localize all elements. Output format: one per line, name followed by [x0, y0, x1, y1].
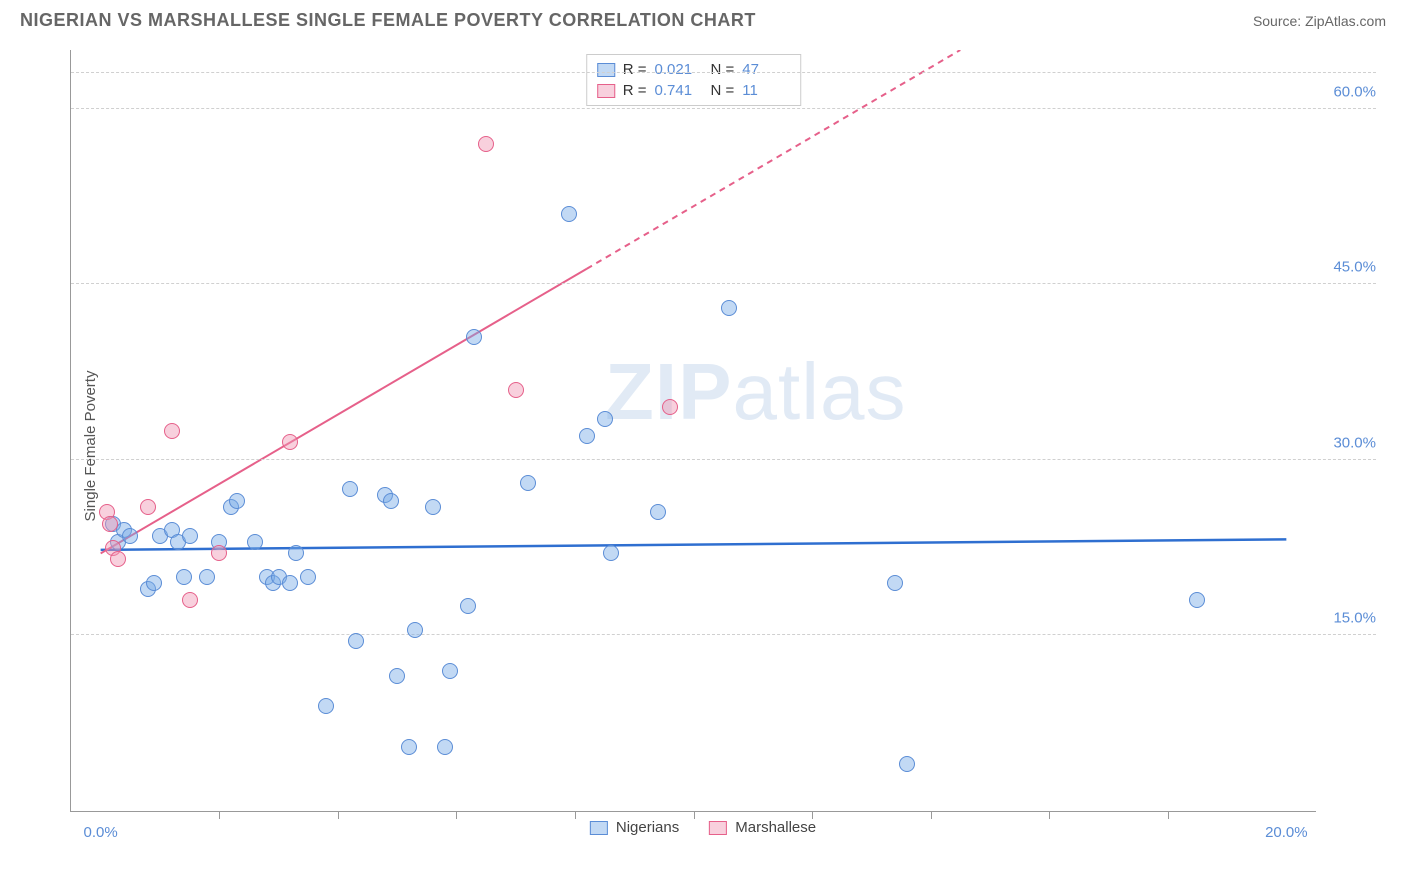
legend-swatch: [709, 821, 727, 835]
x-tick-label: 0.0%: [84, 824, 118, 841]
legend-stat-row: R = 0.021 N = 47: [597, 59, 791, 80]
watermark-bold: ZIP: [605, 347, 732, 436]
data-point-nigerians: [650, 504, 666, 520]
x-tick: [219, 811, 220, 819]
source-name: ZipAtlas.com: [1305, 13, 1386, 29]
x-tick: [931, 811, 932, 819]
data-point-nigerians: [437, 739, 453, 755]
data-point-nigerians: [603, 545, 619, 561]
y-tick-label: 60.0%: [1321, 83, 1376, 100]
gridline-h: [71, 283, 1376, 284]
legend-n-value: 11: [742, 82, 790, 99]
data-point-nigerians: [146, 575, 162, 591]
data-point-nigerians: [199, 569, 215, 585]
x-tick: [575, 811, 576, 819]
legend-series: Nigerians Marshallese: [590, 819, 816, 836]
data-point-nigerians: [721, 300, 737, 316]
plot-region: ZIPatlas R =0.021N =47R =0.741N =11 15.0…: [70, 50, 1316, 812]
data-point-marshallese: [182, 592, 198, 608]
legend-stats: R = 0.021 N = 47 R = 0.741 N = 11: [586, 54, 802, 106]
x-tick: [456, 811, 457, 819]
x-tick: [1168, 811, 1169, 819]
gridline-h: [71, 72, 1376, 73]
data-point-nigerians: [176, 569, 192, 585]
gridline-h: [71, 459, 1376, 460]
data-point-nigerians: [561, 206, 577, 222]
data-point-nigerians: [407, 622, 423, 638]
source-attribution: Source: ZipAtlas.com: [1253, 13, 1386, 29]
data-point-nigerians: [383, 493, 399, 509]
data-point-nigerians: [597, 411, 613, 427]
x-tick: [694, 811, 695, 819]
chart-title: NIGERIAN VS MARSHALLESE SINGLE FEMALE PO…: [20, 10, 756, 31]
data-point-nigerians: [442, 663, 458, 679]
data-point-marshallese: [102, 516, 118, 532]
trend-line-nigerians: [101, 539, 1287, 550]
y-tick-label: 45.0%: [1321, 259, 1376, 276]
gridline-h: [71, 634, 1376, 635]
x-tick: [338, 811, 339, 819]
legend-label: Marshallese: [735, 819, 816, 836]
data-point-nigerians: [122, 528, 138, 544]
legend-r-label: R =: [623, 82, 647, 99]
data-point-marshallese: [110, 551, 126, 567]
data-point-nigerians: [247, 534, 263, 550]
data-point-marshallese: [508, 382, 524, 398]
data-point-marshallese: [282, 434, 298, 450]
legend-n-label: N =: [711, 82, 735, 99]
data-point-nigerians: [288, 545, 304, 561]
data-point-nigerians: [425, 499, 441, 515]
gridline-h: [71, 108, 1376, 109]
watermark: ZIPatlas: [605, 346, 906, 438]
legend-swatch: [590, 821, 608, 835]
legend-stat-row: R = 0.741 N = 11: [597, 80, 791, 101]
data-point-nigerians: [182, 528, 198, 544]
legend-item-nigerians: Nigerians: [590, 819, 679, 836]
legend-label: Nigerians: [616, 819, 679, 836]
trend-line-marshallese: [101, 269, 587, 554]
data-point-nigerians: [348, 633, 364, 649]
trend-lines: [71, 50, 1316, 811]
legend-n-value: 47: [742, 61, 790, 78]
data-point-nigerians: [318, 698, 334, 714]
data-point-marshallese: [140, 499, 156, 515]
data-point-nigerians: [466, 329, 482, 345]
data-point-nigerians: [899, 756, 915, 772]
chart-area: Single Female Poverty ZIPatlas R =0.021N…: [20, 50, 1386, 842]
data-point-nigerians: [342, 481, 358, 497]
legend-r-value: 0.741: [655, 82, 703, 99]
data-point-nigerians: [887, 575, 903, 591]
data-point-nigerians: [460, 598, 476, 614]
legend-swatch: [597, 84, 615, 98]
data-point-nigerians: [401, 739, 417, 755]
data-point-nigerians: [282, 575, 298, 591]
data-point-nigerians: [579, 428, 595, 444]
data-point-nigerians: [389, 668, 405, 684]
x-tick: [1049, 811, 1050, 819]
source-prefix: Source:: [1253, 13, 1305, 29]
data-point-nigerians: [229, 493, 245, 509]
legend-r-label: R =: [623, 61, 647, 78]
x-tick-label: 20.0%: [1265, 824, 1308, 841]
data-point-marshallese: [478, 136, 494, 152]
legend-item-marshallese: Marshallese: [709, 819, 816, 836]
data-point-marshallese: [662, 399, 678, 415]
y-tick-label: 15.0%: [1321, 610, 1376, 627]
data-point-nigerians: [1189, 592, 1205, 608]
data-point-marshallese: [164, 423, 180, 439]
data-point-marshallese: [211, 545, 227, 561]
data-point-nigerians: [300, 569, 316, 585]
legend-swatch: [597, 63, 615, 77]
x-tick: [812, 811, 813, 819]
legend-r-value: 0.021: [655, 61, 703, 78]
watermark-rest: atlas: [732, 347, 906, 436]
legend-n-label: N =: [711, 61, 735, 78]
data-point-nigerians: [520, 475, 536, 491]
y-tick-label: 30.0%: [1321, 434, 1376, 451]
